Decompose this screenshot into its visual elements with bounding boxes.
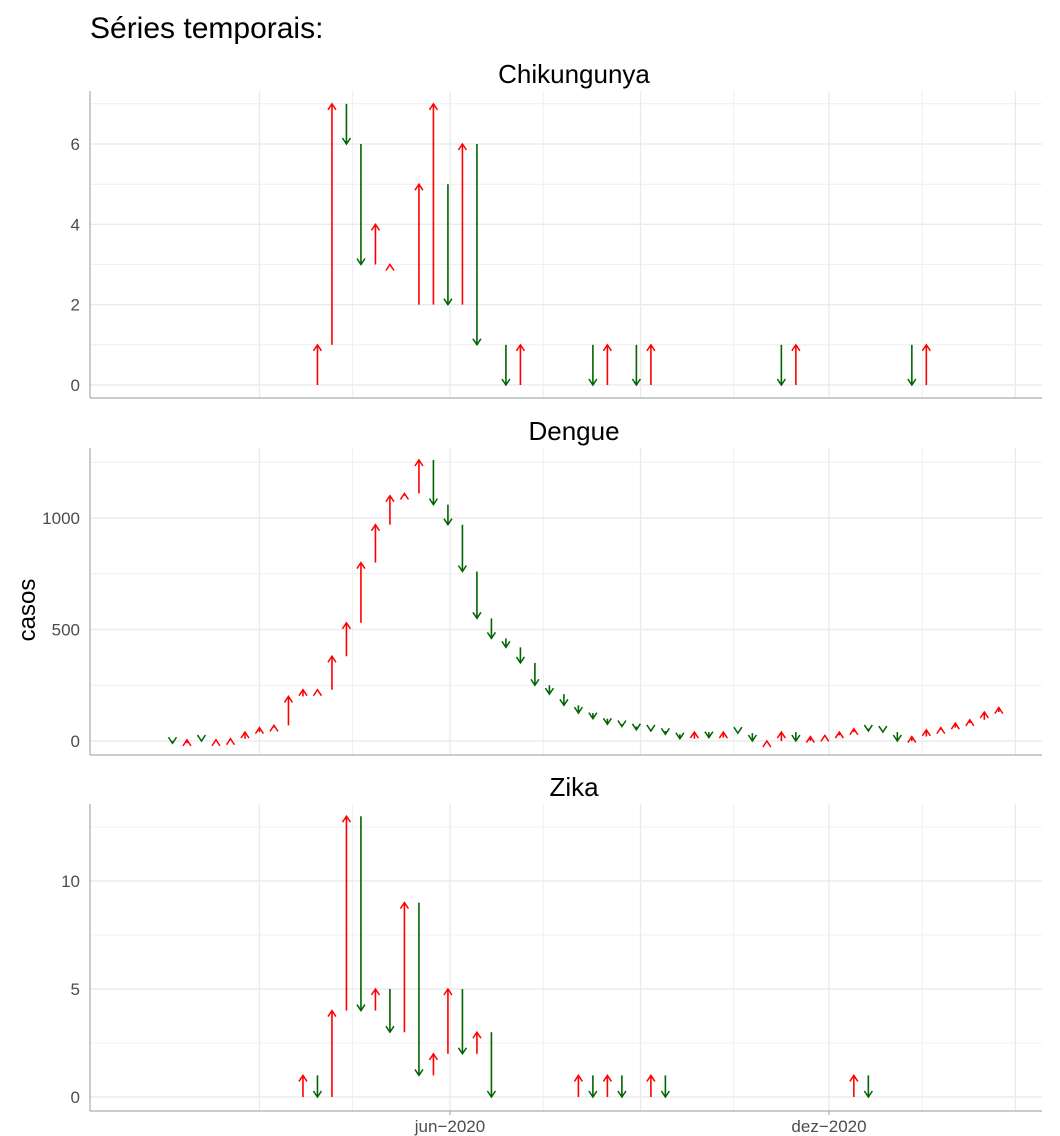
page-title: Séries temporais: (90, 12, 324, 45)
x-axis: jun−2020 dez−2020 (414, 1117, 867, 1136)
y-tick-label: 5 (71, 980, 80, 999)
y-ticks-dengue: 0 500 1000 (42, 509, 80, 751)
panel-title-zika: Zika (549, 772, 599, 802)
grid-zika (89, 804, 1042, 1115)
y-tick-label: 0 (71, 732, 80, 751)
panel-title-chikungunya: Chikungunya (498, 59, 650, 89)
grid-dengue (89, 448, 1042, 756)
panel-chikungunya: Chikungunya 0 2 4 6 (71, 59, 1042, 399)
y-tick-label: 0 (71, 1088, 80, 1107)
panel-dengue: Dengue 0 500 1000 (42, 416, 1042, 756)
panel-title-dengue: Dengue (528, 416, 619, 446)
y-ticks-chikungunya: 0 2 4 6 (71, 135, 80, 395)
arrows-zika (298, 814, 873, 1099)
y-tick-label: 1000 (42, 509, 80, 528)
grid-chikungunya (89, 91, 1042, 399)
panel-zika: Zika 0 5 10 (61, 772, 1042, 1115)
arrows-chikungunya (312, 102, 931, 387)
y-tick-label: 10 (61, 872, 80, 891)
y-tick-label: 500 (52, 621, 80, 640)
y-tick-label: 4 (71, 215, 80, 234)
x-tick-label: dez−2020 (791, 1117, 866, 1136)
y-tick-label: 2 (71, 296, 80, 315)
y-tick-label: 0 (71, 376, 80, 395)
x-tick-label: jun−2020 (414, 1117, 485, 1136)
y-tick-label: 6 (71, 135, 80, 154)
arrows-dengue (167, 458, 1004, 747)
y-ticks-zika: 0 5 10 (61, 872, 80, 1107)
